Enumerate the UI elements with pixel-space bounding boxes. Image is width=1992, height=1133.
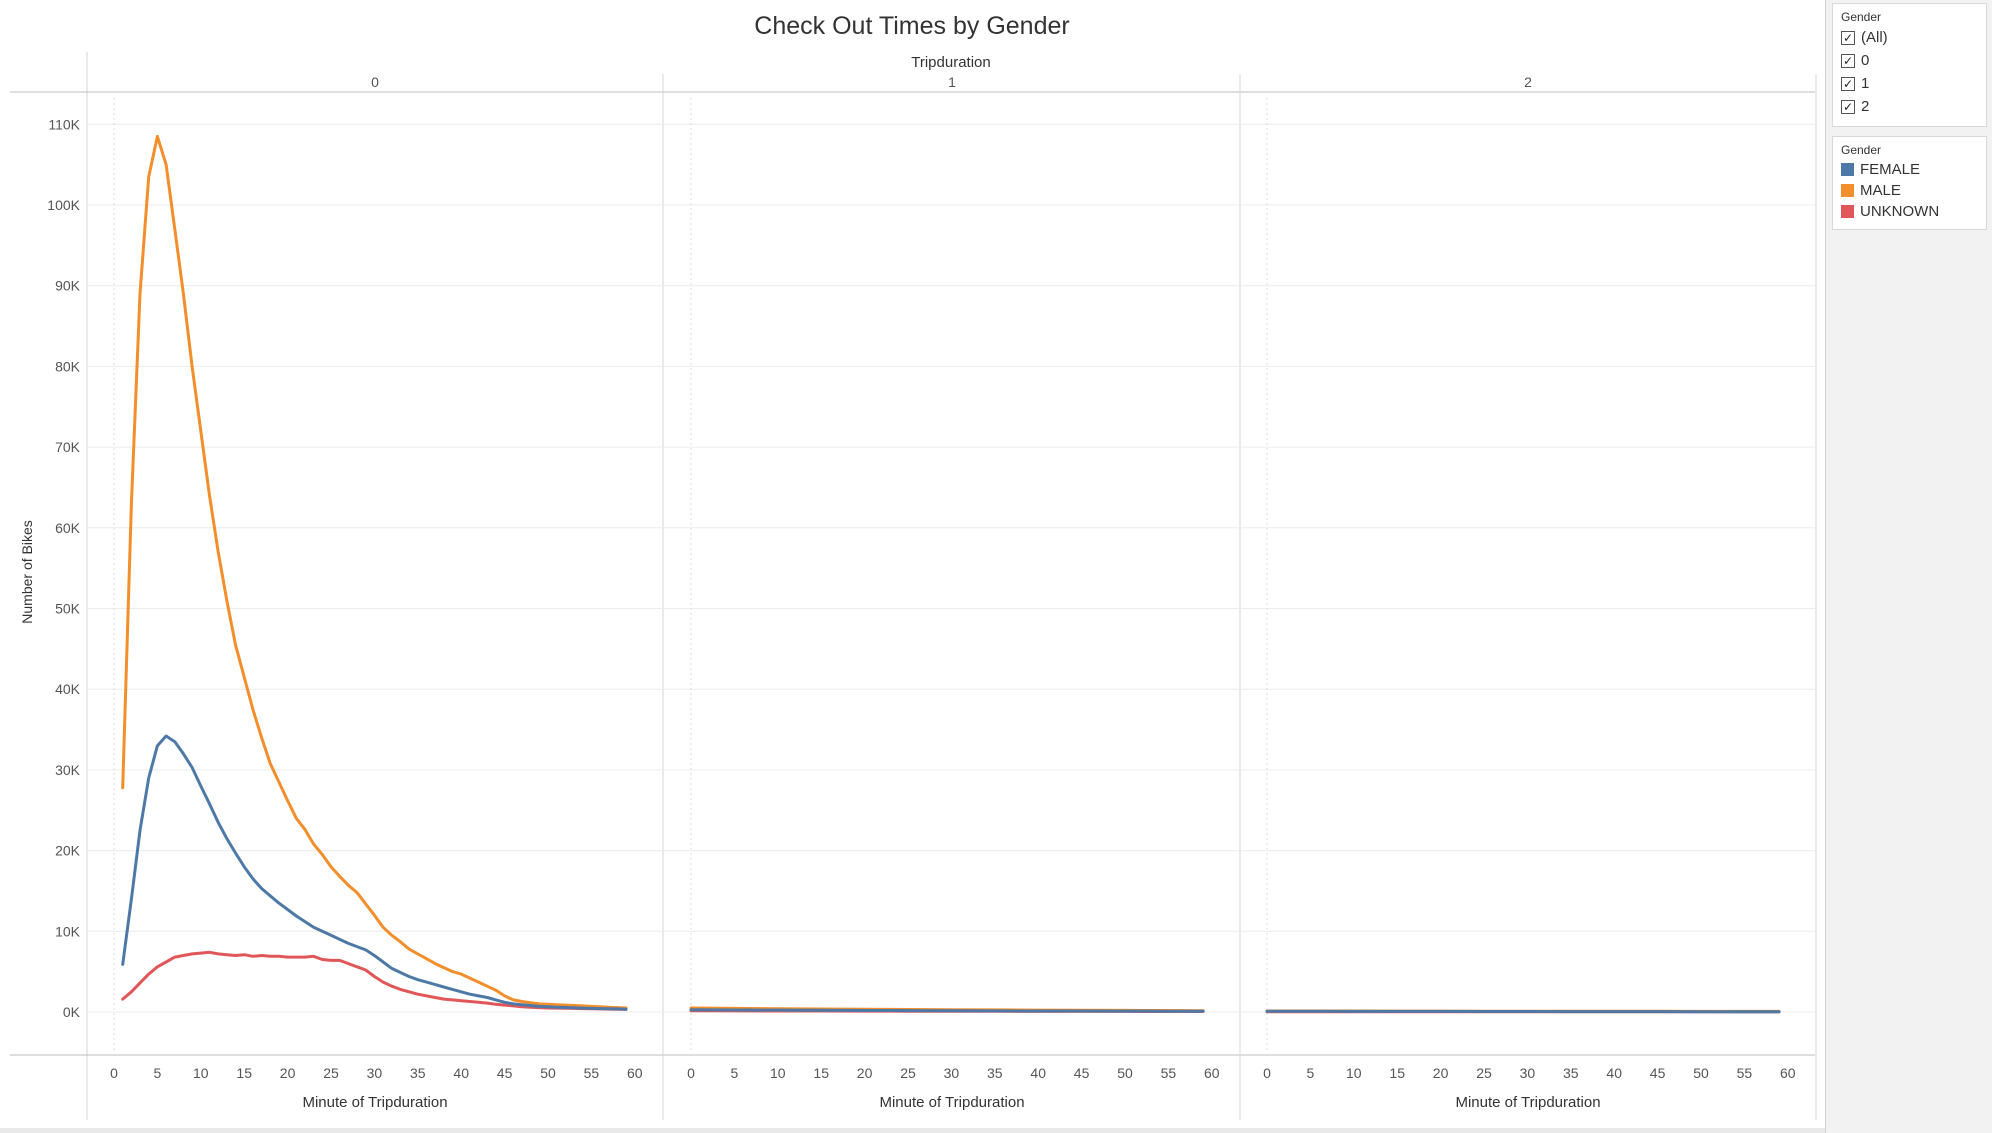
x-tick-label: 0: [110, 1065, 118, 1081]
filter-item-label: (All): [1861, 29, 1888, 46]
legend-label: UNKNOWN: [1860, 203, 1940, 220]
series-line-female-panel-1: [689, 1008, 1205, 1013]
y-tick-label: 80K: [55, 358, 81, 374]
x-tick-label: 15: [813, 1065, 829, 1081]
x-tick-label: 20: [280, 1065, 296, 1081]
filter-item-1[interactable]: ✓ 1: [1833, 72, 1986, 95]
y-tick-label: 60K: [55, 520, 81, 536]
x-tick-label: 45: [497, 1065, 513, 1081]
x-tick-label: 20: [857, 1065, 873, 1081]
x-tick-label: 10: [193, 1065, 209, 1081]
panel-header: 2: [1524, 74, 1532, 90]
chart-area: Check Out Times by Gender Tripduration 0 1 2…: [10, 12, 1817, 1120]
x-tick-label: 35: [1563, 1065, 1579, 1081]
chart-title: Check Out Times by Gender: [754, 12, 1069, 40]
x-tick-label: 60: [1780, 1065, 1796, 1081]
x-tick-label: 10: [1346, 1065, 1362, 1081]
x-tick-label: 40: [1030, 1065, 1046, 1081]
column-header-title: Tripduration: [911, 54, 990, 71]
filter-item-label: 2: [1861, 98, 1870, 115]
x-tick-label: 55: [1737, 1065, 1753, 1081]
color-swatch: [1841, 163, 1854, 176]
y-tick-label: 40K: [55, 681, 81, 697]
x-tick-label: 30: [1520, 1065, 1536, 1081]
x-tick-label: 50: [540, 1065, 556, 1081]
filter-item-all[interactable]: ✓ (All): [1833, 26, 1986, 49]
x-tick-label: 0: [1263, 1065, 1271, 1081]
checkbox-checked-icon[interactable]: ✓: [1841, 30, 1855, 45]
x-tick-label: 5: [1307, 1065, 1315, 1081]
legend-item-male[interactable]: MALE: [1833, 180, 1986, 201]
x-tick-label: 45: [1074, 1065, 1090, 1081]
legend-label: FEMALE: [1860, 161, 1921, 178]
x-tick-label: 60: [627, 1065, 643, 1081]
x-tick-label: 30: [944, 1065, 960, 1081]
x-tick-label: 35: [410, 1065, 426, 1081]
legend-label: MALE: [1860, 182, 1901, 199]
x-tick-label: 15: [1389, 1065, 1405, 1081]
x-tick-label: 20: [1433, 1065, 1449, 1081]
x-tick-label: 15: [236, 1065, 252, 1081]
filter-item-2[interactable]: ✓ 2: [1833, 95, 1986, 118]
y-tick-label: 20K: [55, 843, 81, 859]
y-tick-label: 90K: [55, 278, 81, 294]
x-axis-title: Minute of Tripduration: [879, 1094, 1024, 1111]
color-swatch: [1841, 184, 1854, 197]
gender-legend-card: Gender FEMALE MALE UNKNOWN: [1832, 136, 1987, 230]
filter-item-0[interactable]: ✓ 0: [1833, 49, 1986, 72]
y-tick-label: 10K: [55, 923, 81, 939]
legend-item-unknown[interactable]: UNKNOWN: [1833, 201, 1986, 222]
x-tick-label: 50: [1693, 1065, 1709, 1081]
x-tick-label: 30: [367, 1065, 383, 1081]
chart-svg: Check Out Times by Gender Tripduration 0 1 2…: [10, 12, 1817, 1120]
panel-header: 0: [371, 74, 379, 90]
y-tick-label: 30K: [55, 762, 81, 778]
sidebar: Gender ✓ (All) ✓ 0 ✓ 1 ✓ 2 Gender FEMALE…: [1825, 0, 1992, 1133]
x-tick-label: 45: [1650, 1065, 1666, 1081]
x-tick-label: 60: [1204, 1065, 1220, 1081]
x-tick-label: 5: [154, 1065, 162, 1081]
x-tick-label: 40: [453, 1065, 469, 1081]
color-swatch: [1841, 205, 1854, 218]
x-tick-label: 50: [1117, 1065, 1133, 1081]
x-tick-label: 0: [687, 1065, 695, 1081]
y-tick-label: 100K: [47, 197, 80, 213]
x-tick-label: 55: [584, 1065, 600, 1081]
x-tick-label: 25: [1476, 1065, 1492, 1081]
checkbox-checked-icon[interactable]: ✓: [1841, 53, 1855, 68]
y-tick-label: 0K: [63, 1004, 81, 1020]
x-tick-label: 40: [1606, 1065, 1622, 1081]
x-tick-label: 10: [770, 1065, 786, 1081]
y-tick-label: 70K: [55, 439, 81, 455]
bottom-strip: [0, 1128, 1825, 1133]
series-line-female-panel-2: [1265, 1009, 1781, 1014]
filter-item-label: 0: [1861, 52, 1870, 69]
x-tick-label: 55: [1161, 1065, 1177, 1081]
series-line-unknown-panel-0: [121, 950, 628, 1011]
y-tick-label: 110K: [48, 116, 80, 132]
legend-item-female[interactable]: FEMALE: [1833, 159, 1986, 180]
series-line-male-panel-0: [121, 134, 628, 1010]
x-tick-label: 5: [731, 1065, 739, 1081]
x-tick-label: 35: [987, 1065, 1003, 1081]
gender-filter-card: Gender ✓ (All) ✓ 0 ✓ 1 ✓ 2: [1832, 3, 1987, 127]
x-axis-title: Minute of Tripduration: [1455, 1094, 1600, 1111]
checkbox-checked-icon[interactable]: ✓: [1841, 99, 1855, 114]
y-axis-title: Number of Bikes: [19, 520, 35, 623]
x-tick-label: 25: [323, 1065, 339, 1081]
x-tick-label: 25: [900, 1065, 916, 1081]
filter-item-label: 1: [1861, 75, 1870, 92]
series-line-female-panel-0: [121, 734, 628, 1011]
checkbox-checked-icon[interactable]: ✓: [1841, 76, 1855, 91]
x-axis-title: Minute of Tripduration: [302, 1094, 447, 1111]
filter-title: Gender: [1841, 10, 1882, 24]
legend-title: Gender: [1841, 143, 1882, 157]
panel-header: 1: [948, 74, 956, 90]
y-tick-label: 50K: [55, 601, 81, 617]
